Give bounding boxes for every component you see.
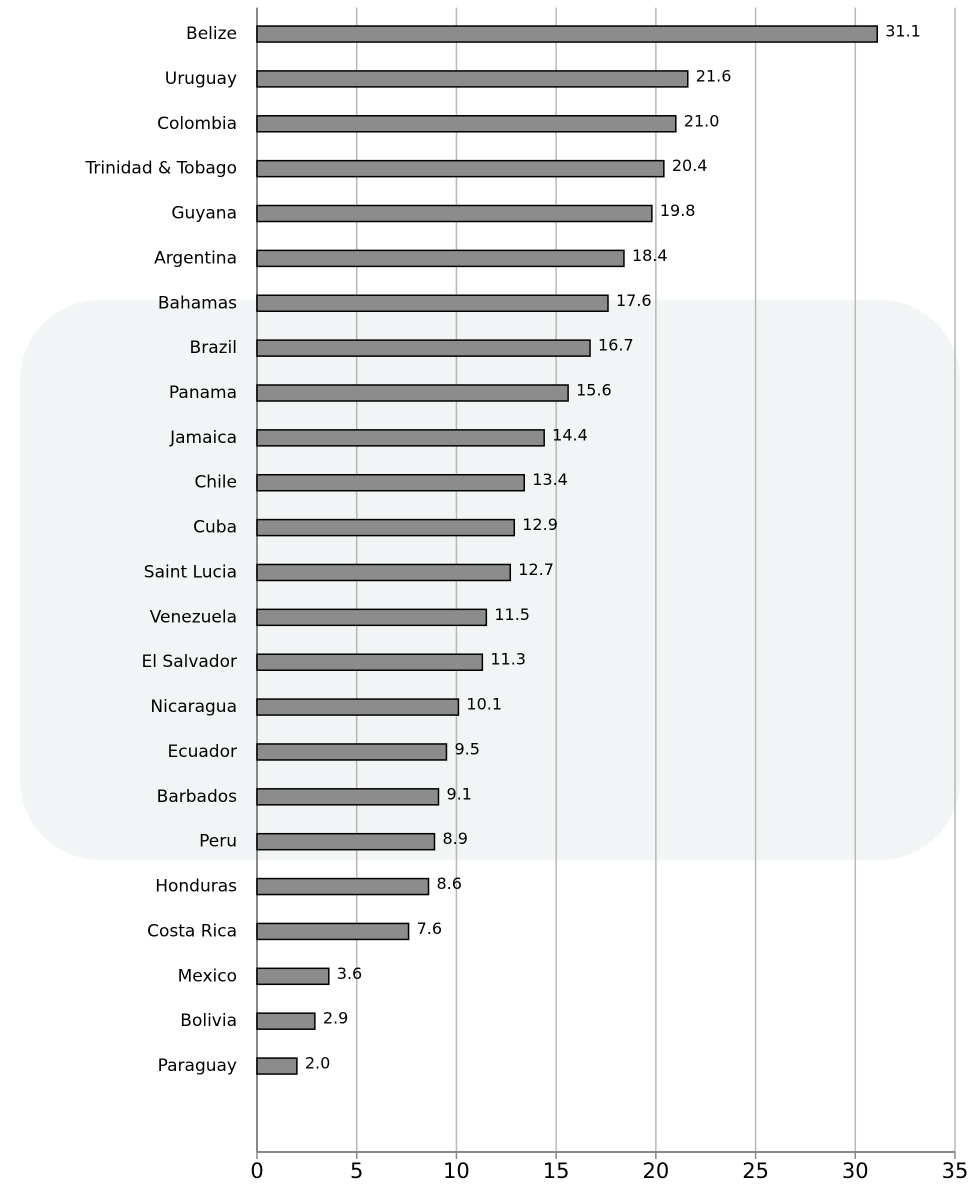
y-tick-label: Bahamas <box>158 293 237 313</box>
y-tick-label: Nicaragua <box>150 697 237 717</box>
y-tick-label: Venezuela <box>150 607 237 627</box>
data-label: 11.3 <box>490 650 526 669</box>
data-label: 10.1 <box>466 695 502 714</box>
y-tick-label: Cuba <box>193 518 237 538</box>
x-tick-label: 30 <box>842 1159 869 1183</box>
bar <box>256 877 430 896</box>
bar <box>256 788 440 806</box>
bar <box>256 653 484 671</box>
y-tick-label: Barbados <box>157 787 237 807</box>
data-label: 15.6 <box>576 380 612 399</box>
bar <box>256 1012 316 1030</box>
y-tick-label: Honduras <box>155 877 237 897</box>
bar <box>256 384 569 402</box>
y-tick-label: Bolivia <box>180 1011 237 1031</box>
x-tick-label: 20 <box>642 1159 669 1183</box>
y-tick-label: Ecuador <box>168 742 237 762</box>
bar <box>256 339 591 357</box>
data-label: 9.1 <box>446 784 471 803</box>
bar <box>256 294 609 313</box>
bar <box>256 249 625 268</box>
y-tick-label: Costa Rica <box>147 921 237 941</box>
data-label: 21.6 <box>696 66 732 85</box>
bar <box>256 159 665 178</box>
bar <box>256 25 878 43</box>
bar <box>256 204 653 223</box>
y-tick-label: Panama <box>169 383 237 403</box>
data-label: 2.0 <box>305 1054 330 1073</box>
data-label: 13.4 <box>532 470 568 489</box>
data-label: 8.6 <box>437 874 462 893</box>
data-label: 7.6 <box>417 919 442 938</box>
y-tick-label: Brazil <box>190 338 237 358</box>
x-tick-label: 25 <box>742 1159 769 1183</box>
data-label: 3.6 <box>337 964 362 983</box>
bar <box>256 1057 298 1075</box>
x-tick-label: 35 <box>942 1159 969 1183</box>
data-label: 19.8 <box>660 201 696 220</box>
bar <box>256 70 689 88</box>
y-tick-label: Saint Lucia <box>144 562 237 582</box>
bar <box>256 608 488 627</box>
y-tick-label: El Salvador <box>142 652 237 672</box>
data-label: 21.0 <box>684 111 720 130</box>
y-tick-label: Peru <box>199 832 237 852</box>
y-tick-label: Mexico <box>178 966 237 986</box>
data-label: 12.7 <box>518 560 554 579</box>
y-tick-label: Trinidad & Tobago <box>85 159 237 179</box>
y-tick-label: Guyana <box>171 204 237 224</box>
data-label: 31.1 <box>885 22 921 41</box>
data-label: 18.4 <box>632 246 668 265</box>
bar <box>256 967 330 986</box>
y-tick-label: Chile <box>194 473 237 493</box>
x-tick-label: 0 <box>250 1159 263 1183</box>
y-tick-label: Argentina <box>154 248 237 268</box>
bar <box>256 743 448 761</box>
y-tick-label: Uruguay <box>165 69 237 89</box>
y-tick-label: Colombia <box>157 114 237 134</box>
data-label: 2.9 <box>323 1009 348 1028</box>
y-tick-label: Paraguay <box>158 1056 237 1076</box>
data-label: 12.9 <box>522 515 558 534</box>
data-label: 8.9 <box>442 829 467 848</box>
bar <box>256 429 545 447</box>
data-label: 11.5 <box>494 605 530 624</box>
bar <box>256 698 460 716</box>
bar <box>256 832 436 851</box>
x-tick-label: 10 <box>443 1159 470 1183</box>
bar <box>256 473 525 492</box>
bar <box>256 922 410 941</box>
bar <box>256 518 516 537</box>
y-tick-label: Belize <box>186 24 237 44</box>
x-tick-label: 5 <box>350 1159 363 1183</box>
bar <box>256 115 677 133</box>
data-label: 9.5 <box>454 739 479 758</box>
bar <box>256 563 512 582</box>
data-label: 16.7 <box>598 336 634 355</box>
data-label: 17.6 <box>616 291 652 310</box>
data-label: 20.4 <box>672 156 708 175</box>
x-tick-label: 15 <box>543 1159 570 1183</box>
data-label: 14.4 <box>552 425 588 444</box>
y-tick-label: Jamaica <box>169 428 237 448</box>
